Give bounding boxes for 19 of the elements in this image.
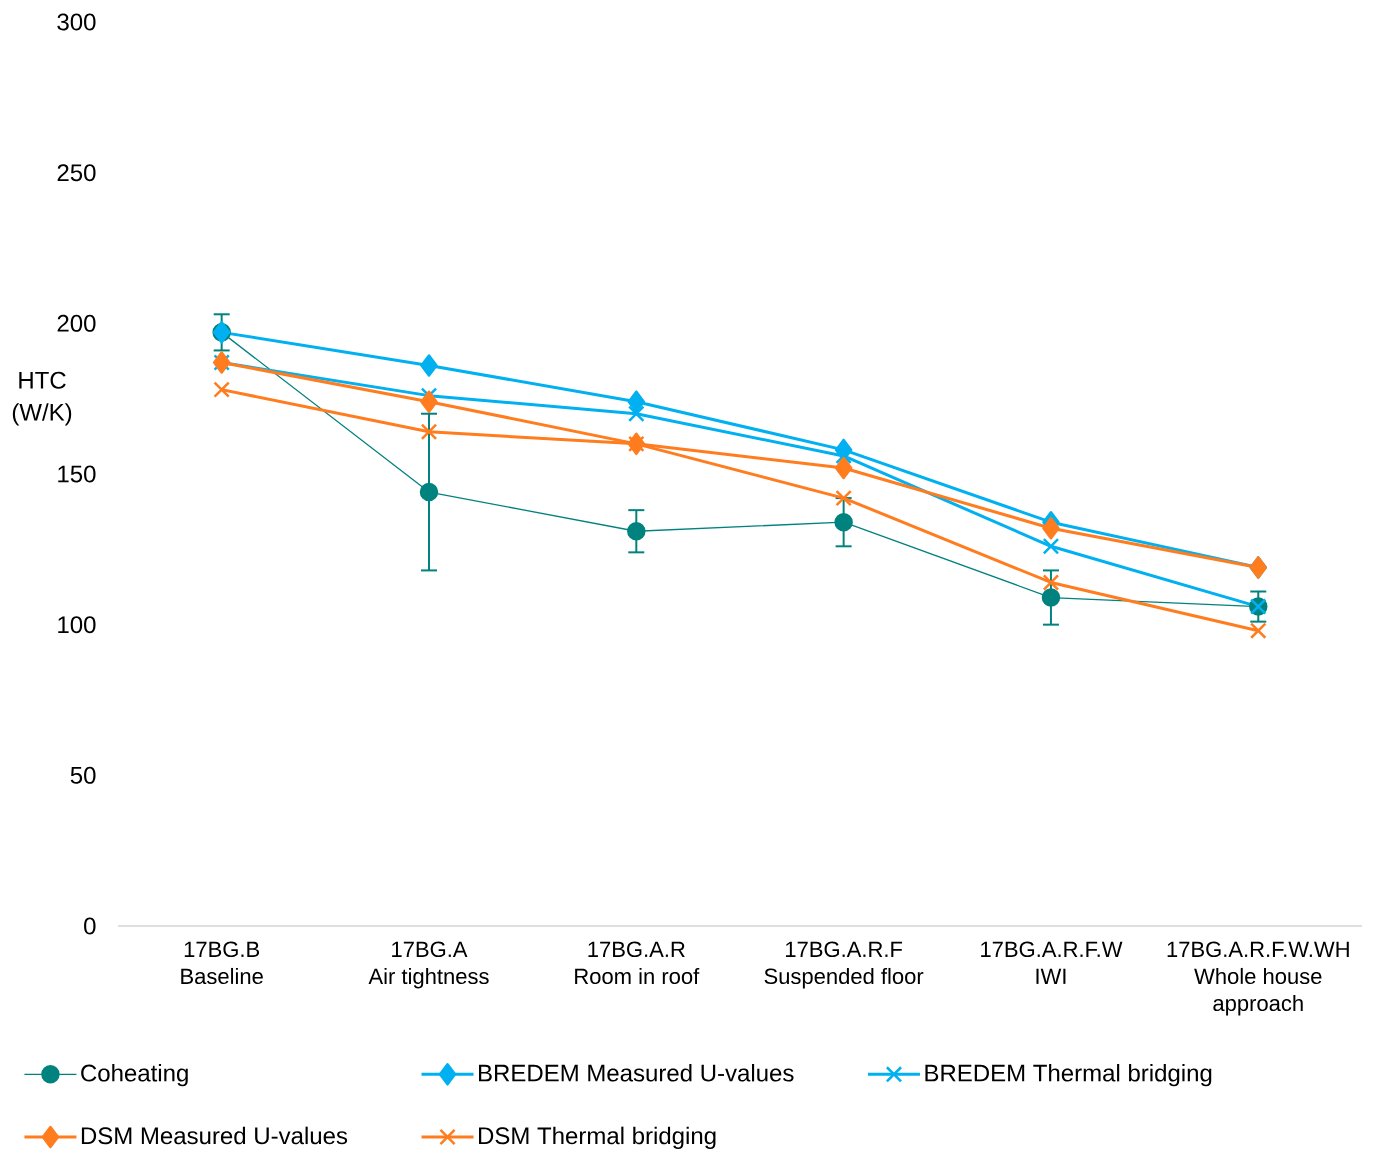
x-tick-label: 17BG.A.R.F Suspended floor: [764, 941, 924, 989]
y-tick-label: 50: [70, 766, 96, 784]
legend-label: Coheating: [81, 1063, 188, 1087]
y-tick-label: 300: [57, 13, 96, 31]
legend-label: DSM Thermal bridging: [479, 1126, 716, 1150]
y-tick-label: 100: [58, 616, 96, 634]
x-tick-label: 17BG.A.R.F.W IWI: [981, 941, 1123, 984]
x-tick-label: 17BG.B Baseline: [181, 941, 263, 985]
y-tick-label: 200: [57, 314, 96, 332]
x-tick-label: 17BG.A.R Room in roof: [575, 941, 700, 985]
legend-label: DSM Measured U-values: [81, 1126, 348, 1145]
legend-label: BREDEM Thermal bridging: [925, 1063, 1212, 1087]
x-tick-label: 17BG.A.R.F.W.WH Whole house approach: [1167, 941, 1349, 1016]
legend-label: BREDEM Measured U-values: [479, 1063, 794, 1082]
y-tick-label: 250: [57, 164, 96, 182]
y-tick-label: 150: [58, 465, 96, 483]
y-tick-label: 0: [84, 917, 96, 935]
x-tick-label: 17BG.A Air tightness: [368, 941, 489, 989]
y-axis-title: HTC (W/K): [12, 371, 72, 426]
